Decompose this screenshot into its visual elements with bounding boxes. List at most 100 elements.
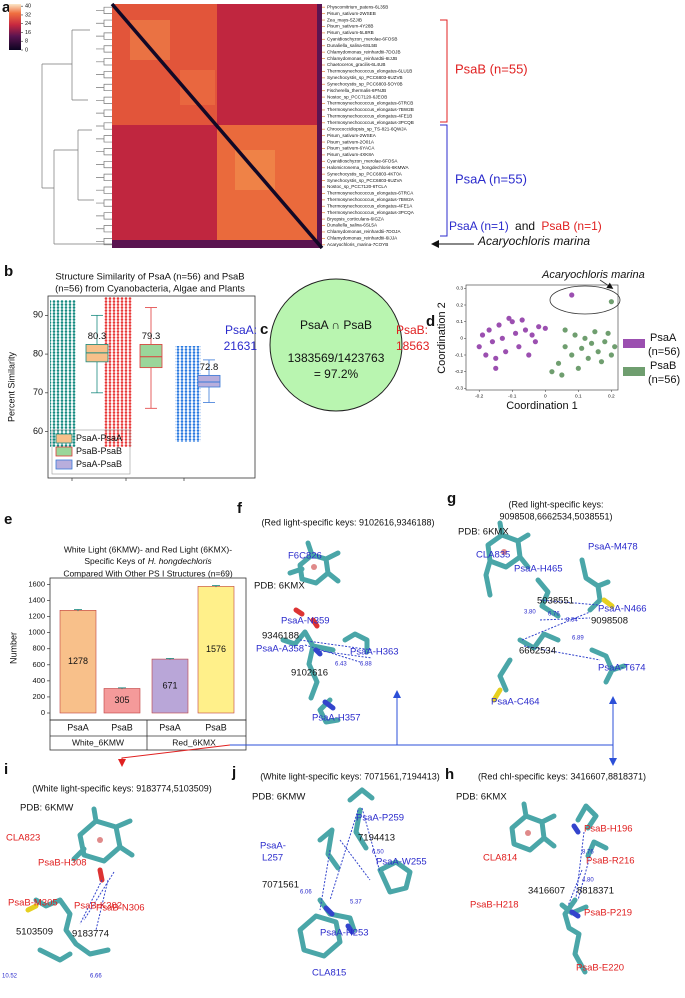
row-label: Thermosynechococcus_elongatus-4FE1A xyxy=(327,203,413,208)
panel-label: d xyxy=(426,313,435,330)
dendrogram-leaf xyxy=(96,238,112,246)
dendrogram-leaf xyxy=(96,32,112,40)
panel-caption: (White light-specific keys: 7071561,7194… xyxy=(260,771,440,781)
residue-label: 9183774 xyxy=(72,929,109,940)
scatter-point xyxy=(493,355,499,361)
y-tick-label: 800 xyxy=(32,644,45,653)
scatter-point xyxy=(476,344,482,350)
distance-label: 3.80 xyxy=(524,610,536,616)
residue-label: PsaB-H196 xyxy=(584,824,633,835)
distance-label: 4.80 xyxy=(582,878,594,884)
scatter-point xyxy=(612,344,618,350)
residue-label: PsaA-H253 xyxy=(320,928,369,939)
distance-label: 6.88 xyxy=(360,662,372,668)
chart-title: (n=56) from Cyanobacteria, Algae and Pla… xyxy=(55,284,245,295)
scatter-point xyxy=(602,339,608,345)
scatter-point xyxy=(542,325,548,331)
bar xyxy=(103,688,141,714)
y-tick-label: 600 xyxy=(32,660,45,669)
dendrogram-leaf xyxy=(96,173,112,181)
bar xyxy=(151,658,189,714)
residue-label: PsaA-P259 xyxy=(356,813,404,824)
dendrogram-leaf xyxy=(96,6,112,14)
median-label: 79.3 xyxy=(142,331,161,342)
residue-label: 7194413 xyxy=(358,833,395,844)
dendrogram xyxy=(41,29,112,245)
panel-label: f xyxy=(237,500,243,517)
scatter-point xyxy=(582,335,588,341)
distance-label: 6.76 xyxy=(548,612,560,618)
venn-result: = 97.2% xyxy=(314,367,359,381)
structure-i xyxy=(25,806,135,963)
row-label: Nostoc_sp_PCC7120-6TCLA xyxy=(327,184,388,189)
legend-swatch xyxy=(55,433,73,444)
row-label: Thermosynechococcus_elongatus-6TRCA xyxy=(327,191,414,196)
x-tick-label: PsaB xyxy=(111,722,133,732)
scatter-point xyxy=(519,317,525,323)
y-tick-label: 0.1 xyxy=(456,319,463,325)
scatter-point xyxy=(585,355,591,361)
venn-center: PsaA ∩ PsaB xyxy=(300,318,372,332)
residue-label: PsaA-A358 xyxy=(256,644,304,655)
residue-label: PsaA-T674 xyxy=(598,663,646,674)
mixed-and: and xyxy=(515,219,535,233)
structure-j xyxy=(297,787,413,959)
panel-label: e xyxy=(4,511,12,528)
row-label: Bryopsis_corticulans-6IGZA xyxy=(327,216,385,221)
scatter-point xyxy=(509,319,515,325)
panel-label: g xyxy=(447,490,456,507)
residue-label: PDB: 6KMX xyxy=(458,527,509,538)
residue-label: PsaA-H357 xyxy=(312,713,361,724)
colorbar-tick-label: 16 xyxy=(25,30,31,36)
panel-caption: 9098508,6662534,5038551) xyxy=(499,511,612,521)
row-label: Nostoc_sp_PCC7120-6JEOB xyxy=(327,94,387,99)
scatter-point xyxy=(532,339,538,345)
plot-frame xyxy=(465,284,619,391)
residue-label: PsaB-H218 xyxy=(470,900,519,911)
connector xyxy=(118,744,231,767)
point-cloud xyxy=(50,300,76,447)
residue-label: CLA823 xyxy=(6,833,40,844)
colorbar-tick-label: 8 xyxy=(25,39,28,45)
distance-label: 6.43 xyxy=(335,662,347,668)
x-axis-label: Coordination 1 xyxy=(506,400,578,412)
scatter-point xyxy=(588,340,595,346)
row-label: Synechocystis_sp_PCC6803-4KT0A xyxy=(327,171,403,176)
heatmap xyxy=(110,2,324,250)
row-label: Chaetoceros_gracilis-6L4UB xyxy=(327,62,385,67)
row-label: Thermosynechococcus_elongatus-3PCQA xyxy=(327,210,415,215)
bracket-psab xyxy=(440,19,448,123)
y-tick-label: 1400 xyxy=(28,595,45,604)
panel-label: h xyxy=(445,766,454,783)
value-label: 305 xyxy=(114,695,129,705)
residue-label: 5103509 xyxy=(16,927,53,938)
plot-frame xyxy=(47,295,256,479)
title-species: H. hongdechloris xyxy=(148,556,213,566)
scatter-point xyxy=(493,365,499,371)
row-label: Pisum_sativum-2WSEB xyxy=(327,11,376,16)
x-tick-label: PsaB xyxy=(205,722,227,732)
scatter-point xyxy=(522,327,529,333)
distance-label: 10.52 xyxy=(2,974,18,980)
scatter-point xyxy=(592,329,598,335)
scatter-point xyxy=(479,332,486,338)
dendrogram-leaf xyxy=(96,83,112,92)
residue-label: PDB: 6KMX xyxy=(456,792,507,803)
y-axis-label: Number xyxy=(8,632,18,664)
scatter-point xyxy=(549,369,555,375)
residue-label: PsaA-N359 xyxy=(281,616,330,627)
residue-label: PDB: 6KMW xyxy=(20,803,73,814)
scatter-point xyxy=(608,352,614,358)
scatter-point xyxy=(579,345,585,351)
y-tick-label: 1000 xyxy=(28,628,45,637)
residue-label: PDB: 6KMX xyxy=(254,581,305,592)
residue-label: PsaB-K302 xyxy=(74,901,122,912)
row-label: Chroococcidiopsis_sp_TS-821-6QWJA xyxy=(327,126,408,131)
row-label: Cyanidioschyzon_merolae-6FOSB xyxy=(327,37,397,42)
row-label: Thermosynechococcus_elongatus-3PCQB xyxy=(327,120,414,125)
scatter-point xyxy=(483,352,489,358)
residue-label: 9102616 xyxy=(291,668,328,679)
legend-count: (n=56) xyxy=(648,374,680,386)
